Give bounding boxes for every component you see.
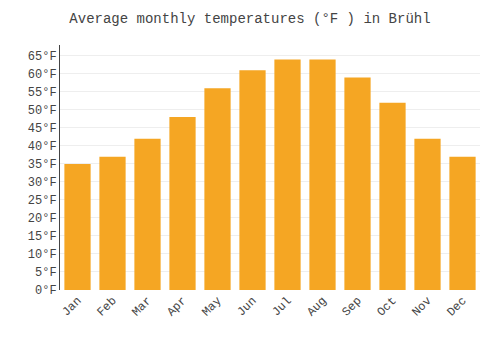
svg-text:40°F: 40°F xyxy=(28,140,57,154)
svg-text:65°F: 65°F xyxy=(28,50,57,64)
svg-text:20°F: 20°F xyxy=(28,212,57,226)
svg-text:0°F: 0°F xyxy=(35,284,57,298)
svg-text:Aug: Aug xyxy=(304,294,329,319)
svg-text:May: May xyxy=(199,294,224,319)
svg-text:Apr: Apr xyxy=(164,294,189,319)
svg-text:15°F: 15°F xyxy=(28,230,57,244)
svg-text:Dec: Dec xyxy=(444,294,469,319)
svg-text:35°F: 35°F xyxy=(28,158,57,172)
svg-text:30°F: 30°F xyxy=(28,176,57,190)
svg-text:Mar: Mar xyxy=(129,294,154,319)
svg-text:Average monthly temperatures (: Average monthly temperatures (°F ) in Br… xyxy=(69,11,430,27)
svg-text:10°F: 10°F xyxy=(28,248,57,262)
svg-text:Jun: Jun xyxy=(234,294,259,319)
svg-text:Feb: Feb xyxy=(94,294,119,319)
svg-text:Sep: Sep xyxy=(339,294,364,319)
svg-text:Jan: Jan xyxy=(59,294,84,319)
svg-text:Oct: Oct xyxy=(374,294,399,319)
svg-text:5°F: 5°F xyxy=(35,266,57,280)
svg-text:50°F: 50°F xyxy=(28,104,57,118)
svg-text:60°F: 60°F xyxy=(28,68,57,82)
svg-text:45°F: 45°F xyxy=(28,122,57,136)
svg-text:55°F: 55°F xyxy=(28,86,57,100)
svg-text:25°F: 25°F xyxy=(28,194,57,208)
svg-text:Jul: Jul xyxy=(269,294,294,319)
svg-text:Nov: Nov xyxy=(409,294,434,319)
